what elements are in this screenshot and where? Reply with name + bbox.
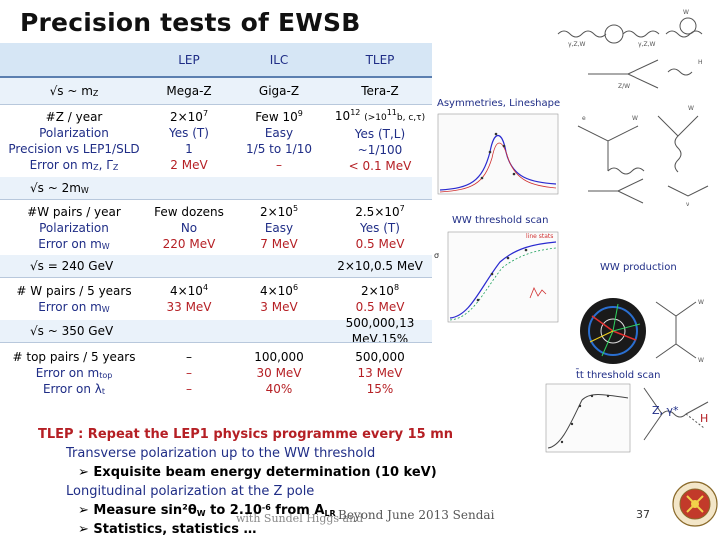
divider [0,199,432,200]
summary-bullet-sin2: ➢ Measure sin²θW to 2.10-6 from ALR [78,503,336,518]
header-ilc: ILC [269,52,289,67]
row-labels-ww: #W pairs / year Polarization Error on mW [27,204,121,251]
cell-tlep-ww: 2.5×107 Yes (T) 0.5 MeV [355,203,405,251]
tt-threshold-label: t̄t threshold scan [576,370,661,381]
table-row: #Z / year Polarization Precision vs LEP1… [0,105,432,177]
svg-text:Z/W: Z/W [618,83,630,90]
header-empty [0,43,148,76]
tt-threshold-plot [545,383,631,453]
svg-text:W: W [698,357,704,364]
svg-text:W: W [632,115,638,122]
row-labels-z: #Z / year Polarization Precision vs LEP1… [8,110,140,172]
row-label-350: √s ~ 350 GeV [30,324,114,338]
cell-tlep-z: 1012 (>1011b, c,τ) Yes (T,L) ~1/100 < 0.… [334,108,426,173]
row-label-2mw: √s ~ 2mW [30,181,89,195]
university-logo [672,481,718,527]
ww-threshold-label: WW threshold scan [452,215,549,226]
svg-text:H: H [698,59,703,66]
summary-text: TLEP : Repeat the LEP1 physics programme… [38,425,558,539]
svg-text:W: W [688,105,694,112]
summary-line-longitudinal: Longitudinal polarization at the Z pole [66,484,315,499]
cell-lep-240: 4×104 33 MeV [166,283,212,314]
cell-ilc-mz: Giga-Z [258,84,300,98]
table-row: # W pairs / 5 years Error on mW 4×104 33… [0,278,432,320]
svg-text:ν: ν [686,201,690,208]
lineshape-plot [437,113,559,195]
divider [0,342,432,343]
summary-heading: TLEP : Repeat the LEP1 physics programme… [38,427,454,442]
table-row: √s = 240 GeV 2×10,0.5 MeV [0,255,432,277]
divider [0,277,432,278]
feynman-diagram-ww: e W Wν [577,105,709,208]
cell-lep-ww: Few dozens No 220 MeV [154,204,224,251]
cell-ilc-350: 100,000 30 MeV 40% [254,350,304,396]
row-labels-240: # W pairs / 5 years Error on mW [16,284,132,314]
feynman-diagram-higgs [643,387,709,441]
table-row: # top pairs / 5 years Error on mtop Erro… [0,343,432,403]
slide-title: Precision tests of EWSB [20,8,361,37]
svg-text:γ,Z,W: γ,Z,W [638,41,655,48]
cell-ilc-240: 4×106 3 MeV [259,283,299,314]
cell-tlep-240: 2×108 0.5 MeV [355,283,405,314]
table-row: #W pairs / year Polarization Error on mW… [0,200,432,255]
divider [0,104,432,105]
cell-ilc-ww: 2×105 Easy 7 MeV [259,203,299,251]
row-labels-350: # top pairs / 5 years Error on mtop Erro… [12,350,136,396]
feynman-diagram-z: γ,Z,W γ,Z,W W Z/W H [557,9,703,90]
ww-production-label: WW production [600,262,677,273]
svg-text:e: e [582,115,586,122]
z-gamma-label: Z, γ* [652,404,679,417]
footer-text: Beyond June 2013 Sendai [338,508,495,522]
table-row: √s ~ 2mW [0,177,432,199]
event-display [580,298,646,364]
footer-overlap: with Sundel Higgs and [236,512,364,525]
summary-bullet-energy: ➢ Exquisite beam energy determination (1… [78,465,437,480]
page-number: 37 [636,508,650,521]
summary-line-transverse: Transverse polarization up to the WW thr… [66,446,376,461]
cell-tlep-350: 500,000 13 MeV 15% [355,350,405,396]
row-label-240: √s = 240 GeV [30,259,114,273]
table-header-row: LEP ILC TLEP [0,43,432,76]
cell-lep-mz: Mega-Z [166,84,212,98]
table-row: √s ~ 350 GeV 500,000,13 MeV,15% [0,316,432,346]
header-lep: LEP [178,52,200,67]
cell-tlep-okuw: 2×10,0.5 MeV [337,259,423,273]
table-separator [0,76,432,78]
cell-lep-z: 2×107 Yes (T) 1 2 MeV [169,109,209,172]
cell-tlep-megatop: 500,000,13 MeV,15% [345,316,415,346]
cell-ilc-z: Few 109 Easy 1/5 to 1/10 – [246,109,312,172]
h-label: H [700,412,709,425]
header-tlep: TLEP [365,52,395,67]
svg-text:W: W [698,299,704,306]
svg-text:line stats: line stats [526,233,553,240]
svg-text:σ: σ [434,251,439,260]
svg-text:γ,Z,W: γ,Z,W [568,41,585,48]
ww-threshold-plot: line stats σ [434,231,559,323]
ww-production-diagram: WW [655,299,704,364]
svg-text:W: W [683,9,689,16]
table-row: √s ~ mZ Mega-Z Giga-Z Tera-Z [0,78,432,104]
cell-lep-350: – – – [186,350,192,396]
cell-tlep-mz: Tera-Z [361,84,399,98]
asymmetries-label: Asymmetries, Lineshape [437,98,561,109]
row-label-mz: √s ~ mZ [49,84,99,98]
summary-bullet-statistics: ➢ Statistics, statistics … [78,522,257,537]
